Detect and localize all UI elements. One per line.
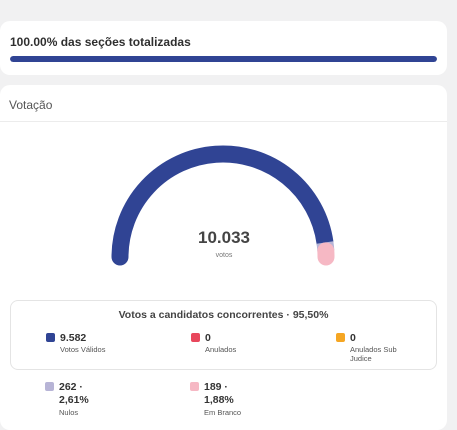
legend-value: 262 · 2,61%	[59, 381, 89, 406]
legend-value: 189 · 1,88%	[204, 381, 234, 406]
legend-value: 0	[350, 332, 356, 344]
progress-card: 100.00% das seções totalizadas	[0, 21, 447, 75]
legend-swatch	[190, 382, 199, 391]
legend-label: Votos Válidos	[60, 345, 106, 354]
total-votes-value: 10.033	[198, 228, 250, 247]
progress-bar	[10, 56, 437, 62]
legend-value: 9.582	[60, 332, 87, 344]
votacao-title: Votação	[9, 98, 53, 112]
legend-swatch	[191, 333, 200, 342]
legend-label: Anulados	[205, 345, 237, 354]
votacao-card: Votação 10.033 votos Votos a candidatos …	[0, 85, 447, 430]
votes-gauge	[111, 145, 335, 266]
total-votes-label: votos	[215, 252, 233, 259]
legend-label: Em Branco	[204, 408, 242, 417]
legend-item-anulados: 0 Anulados	[191, 332, 311, 362]
summary-title: Votos a candidatos concorrentes · 95,50%	[118, 309, 329, 321]
legend-item-em-branco: 189 · 1,88% Em Branco	[190, 381, 310, 421]
progress-title: 100.00% das seções totalizadas	[10, 35, 191, 49]
progress-bar-fill	[10, 56, 437, 62]
legend-item-nulos: 262 · 2,61% Nulos	[45, 381, 165, 421]
legend-label: Nulos	[59, 408, 79, 417]
legend-item-anulados-sub-judice: 0 Anulados Sub Judice	[336, 332, 416, 372]
legend-value: 0	[205, 332, 211, 344]
gauge-segment-votos-validos	[111, 145, 334, 266]
legend-swatch	[336, 333, 345, 342]
divider	[0, 121, 447, 122]
legend-swatch	[46, 333, 55, 342]
summary-box: Votos a candidatos concorrentes · 95,50%…	[10, 300, 437, 370]
legend-swatch	[45, 382, 54, 391]
legend-label: Anulados Sub Judice	[350, 345, 397, 363]
legend-item-votos-validos: 9.582 Votos Válidos	[46, 332, 166, 362]
